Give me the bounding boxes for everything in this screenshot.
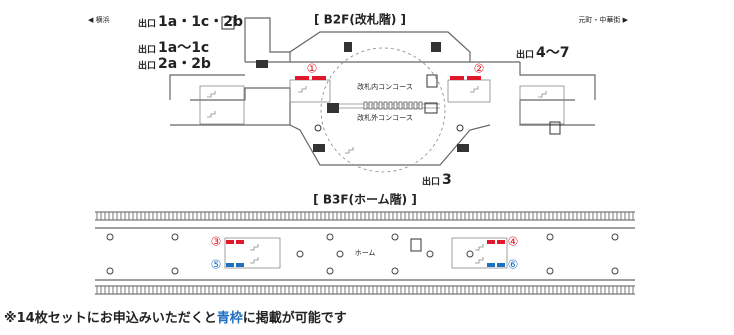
direction-right: 元町・中華街 ▶ — [578, 15, 628, 24]
ad-spot — [226, 240, 234, 244]
spot-number: ⑤ — [211, 258, 222, 272]
exit-name: 1a・1c・2b — [158, 14, 243, 30]
gate — [373, 101, 378, 110]
gate — [408, 101, 413, 110]
exit-prefix: 出口 — [138, 60, 156, 72]
dot — [171, 267, 179, 275]
spot-number: ③ — [211, 235, 222, 249]
dot — [391, 233, 399, 241]
ad-spot — [295, 76, 309, 80]
b2f-walls — [169, 17, 596, 173]
stair-icons — [207, 86, 547, 154]
gate — [398, 101, 403, 110]
dot — [326, 233, 334, 241]
dot — [546, 233, 554, 241]
note-text: ※14枚セットにお申込みいただくと — [4, 310, 217, 326]
ad-spot — [467, 76, 481, 80]
gate — [413, 101, 418, 110]
facility-icons — [221, 16, 561, 152]
gate — [388, 101, 393, 110]
exit-name: 4〜7 — [536, 45, 569, 61]
spot-number: ④ — [508, 235, 519, 249]
dot — [426, 250, 434, 258]
gate — [368, 101, 373, 110]
b2f-title: [ B2F(改札階) ] — [314, 12, 406, 27]
exit-prefix: 出口 — [138, 18, 156, 30]
note-text: に掲載が可能です — [243, 310, 347, 326]
platform-label: ホーム — [355, 249, 376, 257]
ad-spot — [236, 263, 244, 267]
tracks — [95, 211, 635, 295]
exit-prefix: 出口 — [516, 49, 534, 61]
platform-dots — [106, 233, 619, 275]
note-highlight: 青枠 — [217, 310, 243, 326]
exit-prefix: 出口 — [138, 44, 156, 56]
exit-name: 1a〜1c — [158, 40, 209, 56]
ad-spot — [312, 76, 326, 80]
spot-number: ② — [474, 62, 485, 76]
spot-number: ① — [307, 62, 318, 76]
ad-spot — [497, 240, 505, 244]
gate — [418, 101, 423, 110]
b3f-title: [ B3F(ホーム階) ] — [313, 192, 417, 207]
gate — [378, 101, 383, 110]
dot — [296, 250, 304, 258]
dot — [106, 267, 114, 275]
dot — [391, 267, 399, 275]
gates — [363, 101, 423, 110]
concourse-outside: 改札外コンコース — [357, 113, 413, 122]
concourse-inside: 改札内コンコース — [357, 82, 413, 91]
dot — [611, 233, 619, 241]
gate — [393, 101, 398, 110]
ad-spot — [236, 240, 244, 244]
exit-prefix: 出口 — [422, 176, 440, 188]
spot-number: ⑥ — [508, 258, 519, 272]
direction-left: ◀ 横浜 — [88, 15, 110, 24]
ad-spot — [487, 240, 495, 244]
ad-spot — [487, 263, 495, 267]
ad-spot — [450, 76, 464, 80]
platform — [95, 227, 635, 281]
dot — [106, 233, 114, 241]
ad-spot — [497, 263, 505, 267]
dot — [611, 267, 619, 275]
gate — [403, 101, 408, 110]
gate — [383, 101, 388, 110]
exit-name: 2a・2b — [158, 56, 211, 72]
dot — [546, 267, 554, 275]
dot — [326, 267, 334, 275]
exit-name: 3 — [442, 172, 452, 188]
ad-spot — [226, 263, 234, 267]
dot — [336, 250, 344, 258]
dot — [466, 250, 474, 258]
note: ※14枚セットにお申込みいただくと青枠に掲載が可能です — [4, 310, 347, 326]
gate — [363, 101, 368, 110]
dot — [171, 233, 179, 241]
